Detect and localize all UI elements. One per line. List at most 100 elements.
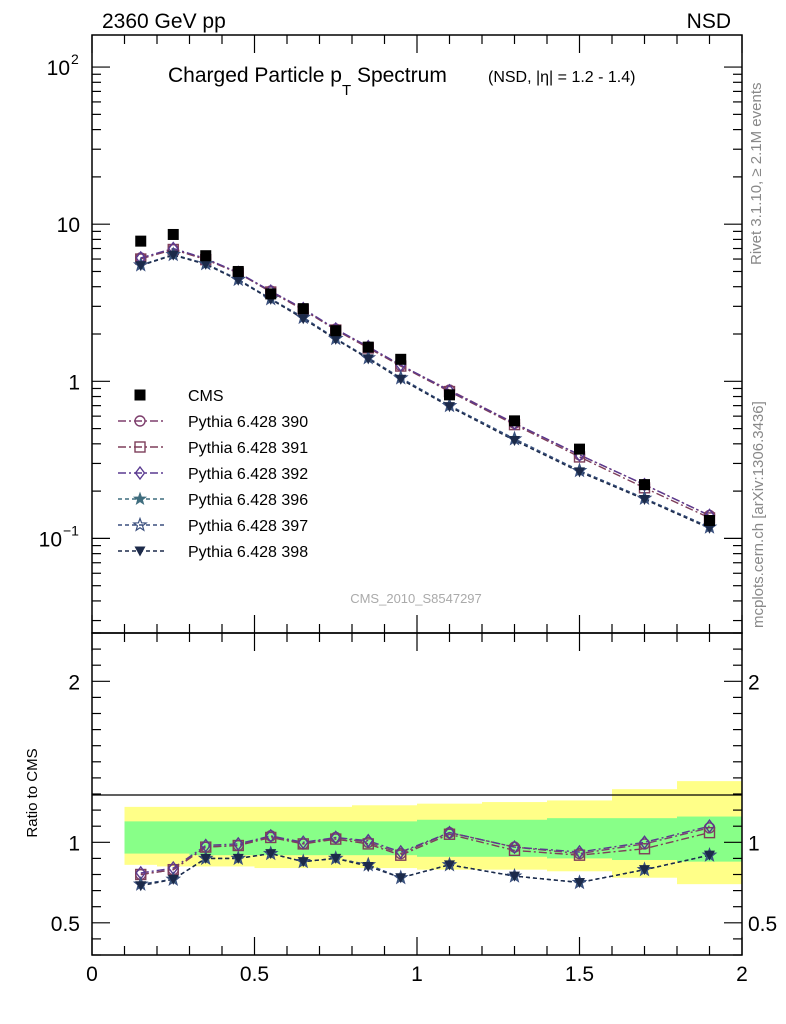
ratio-point-p398 [362,861,374,872]
x-tick-label: 0.5 [240,963,269,986]
ratio-panel-lines [140,825,710,887]
rivet-label: Rivet 3.1.10, ≥ 2.1M events [748,83,765,266]
process-label: NSD [687,10,731,33]
y-tick-label: 10 [39,528,62,551]
ratio-point-p398 [232,853,244,864]
band-green [124,821,157,854]
legend-marker-p391 [134,441,146,453]
point-p398 [167,250,179,261]
ratio-point-p398 [704,850,715,861]
y-tick-label: 1 [68,371,80,394]
ratio-point-p391 [395,849,407,861]
ratio-point-p398 [167,874,179,885]
ratio-y-tick-label-right: 1 [748,832,760,855]
legend-marker-p390 [134,415,146,427]
cms-data-point [574,443,585,455]
legend-entry-p391: Pythia 6.428 391 [118,440,308,457]
point-p398 [574,467,585,478]
point-p398 [639,494,650,505]
legend-label-p398: Pythia 6.428 398 [188,544,308,561]
ratio-point-p398 [265,849,277,860]
series-line-p397 [140,253,710,528]
title-word: Spectrum [351,64,447,87]
ratio-point-p392 [265,828,277,844]
ratio-point-p392 [395,844,407,860]
cms-data-point [232,265,244,277]
legend-entry-p392: Pythia 6.428 392 [118,465,308,483]
title-subscript: T [342,82,351,99]
ratio-y-tick-label: 0.5 [51,913,80,936]
ratio-point-p392 [232,836,244,852]
ratio-point-p392 [330,830,342,845]
legend-entry-p397: Pythia 6.428 397 [118,516,308,535]
x-tick-label: 2 [736,963,748,986]
ratio-axis-label: Ratio to CMS [24,748,41,837]
ratio-point-p398 [395,873,407,884]
ratio-point-p398 [135,881,147,892]
ratio-y-tick-label-right: 0.5 [748,913,777,936]
energy-label: 2360 GeV pp [102,10,226,33]
legend: CMS Pythia 6.428 390 Pythia 6.428 391 Pythi… [118,388,308,561]
ratio-point-p391 [638,843,651,855]
ratio-point-p392 [362,833,374,848]
point-p398 [509,435,520,446]
ratio-point-p398 [200,853,212,864]
point-p398 [200,259,212,270]
cms-data-point [167,228,179,240]
ratio-point-p398 [330,853,342,864]
chart-title: Charged Particle pT Spectrum [168,64,447,99]
y-tick-label: 10 [57,214,80,237]
cms-data-point [509,415,520,427]
cms-data-point [330,325,342,337]
band-green [157,821,190,854]
ratio-point-p398 [297,857,309,868]
ratio-y-tick-label-right: 2 [748,671,760,694]
ratio-point-p392 [297,835,309,850]
ratio-panel-frame [91,632,743,956]
ratio-point-p392 [704,819,715,834]
band-green [482,819,547,857]
point-p398 [330,334,342,345]
cms-data-point [135,235,147,247]
ratio-point-p398 [444,860,455,871]
point-p398 [704,523,715,534]
ratio-line-p392 [140,825,710,874]
cms-data-point [444,389,455,401]
legend-label-p390: Pythia 6.428 390 [188,414,308,431]
ratio-point-p392 [574,844,585,860]
series-line-p396 [140,253,710,528]
ratio-y-tick-label: 2 [68,671,80,694]
cms-data-point [297,303,309,315]
ratio-point-p391 [362,838,374,850]
ratio-point-p391 [573,849,586,861]
data-markers [132,228,718,892]
x-tick-label: 1 [411,963,423,986]
cms-data-point [362,341,374,353]
cms-data-point [704,515,715,527]
ratio-point-p398 [574,878,585,889]
point-p398 [395,374,407,385]
point-p398 [362,354,374,365]
legend-marker-p392 [134,465,146,481]
ratio-line-p391 [140,831,710,876]
point-p398 [232,275,244,286]
y-tick-label-exponent: 2 [71,51,79,67]
ratio-line-p398 [140,852,710,887]
cms-data-point [395,353,407,365]
ratio-point-p398 [639,865,650,876]
point-p398 [135,261,147,272]
band-green [189,821,222,856]
legend-entry-cms: CMS [134,388,224,405]
x-tick-label: 0 [86,963,98,986]
y-tick-label: 10 [47,57,70,80]
ratio-point-p391 [508,844,521,857]
main-panel-lines [140,247,710,529]
cms-data-point [265,288,277,300]
legend-marker-p398 [134,546,146,557]
legend-marker-p397 [132,516,148,532]
legend-label-p397: Pythia 6.428 397 [188,518,308,535]
y-tick-label-exponent: −1 [63,522,79,538]
ratio-point-p392 [444,825,455,840]
legend-entry-p390: Pythia 6.428 390 [118,414,308,431]
